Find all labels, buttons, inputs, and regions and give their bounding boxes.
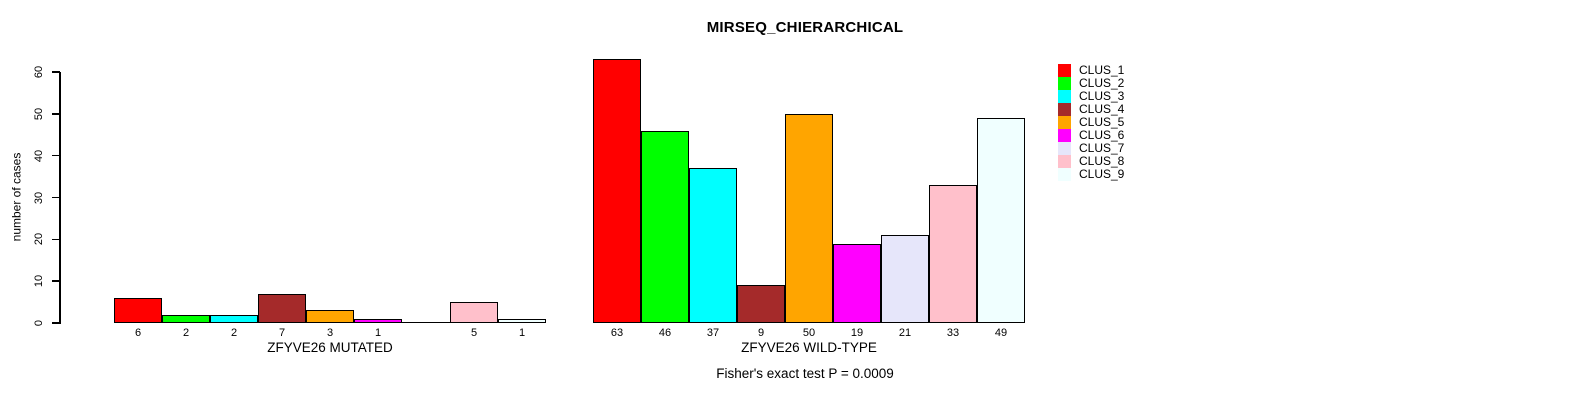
- legend-swatch-icon: [1058, 77, 1071, 90]
- legend-label: CLUS_1: [1079, 63, 1125, 77]
- x-axis-group-label-wild-type: ZFYVE26 WILD-TYPE: [741, 340, 877, 355]
- bar-clus_1: [593, 59, 641, 323]
- bar-clus_5: [306, 310, 354, 323]
- y-tick-label-box: 40: [24, 141, 54, 171]
- y-tick-label: 60: [33, 65, 45, 79]
- y-tick-label-box: 60: [24, 57, 54, 87]
- legend-item-clus_1: CLUS_1: [1058, 64, 1124, 77]
- bar-value-label: 33: [946, 327, 960, 339]
- bar-clus_6: [833, 244, 881, 323]
- y-tick-label-box: 20: [24, 224, 54, 254]
- legend-label: CLUS_8: [1079, 154, 1125, 168]
- y-tick: [52, 280, 60, 282]
- y-tick-label: 20: [33, 233, 45, 246]
- y-tick-label: 30: [33, 191, 45, 204]
- bar-value-label: 2: [230, 327, 238, 339]
- legend-label: CLUS_6: [1079, 128, 1125, 142]
- legend-swatch-icon: [1058, 103, 1071, 116]
- bar-value-label: 63: [610, 327, 624, 339]
- legend-item-clus_6: CLUS_6: [1058, 129, 1124, 142]
- legend-label: CLUS_7: [1079, 141, 1125, 155]
- legend: CLUS_1 CLUS_2 CLUS_3 CLUS_4 CLUS_5 CLUS_6 CLUS…: [1058, 64, 1124, 181]
- bar-clus_8: [929, 185, 977, 323]
- bar-value-label: 50: [802, 327, 816, 339]
- bar-clus_5: [785, 114, 833, 323]
- bar-clus_2: [162, 315, 210, 323]
- fisher-test-annotation: Fisher's exact test P = 0.0009: [716, 366, 894, 381]
- legend-swatch-icon: [1058, 64, 1071, 77]
- chart-title: MIRSEQ_CHIERARCHICAL: [706, 19, 904, 36]
- legend-label: CLUS_3: [1079, 89, 1125, 103]
- legend-label: CLUS_2: [1079, 76, 1125, 90]
- legend-item-clus_7: CLUS_7: [1058, 142, 1124, 155]
- legend-swatch-icon: [1058, 90, 1071, 103]
- bar-value-label: 9: [757, 327, 765, 339]
- legend-swatch-icon: [1058, 155, 1071, 168]
- bar-value-label: 2: [182, 327, 190, 339]
- bar-value-label: 5: [470, 327, 478, 339]
- bar-value-label: 7: [278, 327, 286, 339]
- y-tick: [52, 154, 60, 157]
- bar-value-label: 37: [706, 327, 720, 339]
- y-tick-label: 50: [33, 107, 45, 120]
- y-tick-label: 10: [33, 275, 45, 288]
- bar-clus_4: [737, 285, 785, 323]
- y-tick-label: 0: [33, 319, 45, 327]
- bar-value-label: 21: [898, 327, 912, 339]
- legend-label: CLUS_5: [1079, 115, 1125, 129]
- bar-value-label: 1: [518, 327, 526, 339]
- y-axis-title: number of cases: [9, 152, 23, 242]
- y-tick-label-box: 50: [24, 99, 54, 129]
- y-tick: [52, 71, 60, 73]
- y-tick: [52, 113, 60, 115]
- y-tick-label-box: 0: [24, 308, 54, 338]
- legend-item-clus_2: CLUS_2: [1058, 77, 1124, 90]
- y-tick-label: 40: [33, 149, 45, 162]
- legend-label: CLUS_4: [1079, 102, 1125, 116]
- y-tick-label-box: 30: [24, 183, 54, 213]
- y-tick: [52, 196, 60, 199]
- legend-swatch-icon: [1058, 168, 1071, 181]
- bar-value-label: 46: [658, 327, 672, 339]
- legend-swatch-icon: [1058, 116, 1071, 129]
- bar-value-label: 6: [134, 327, 142, 339]
- legend-label: CLUS_9: [1079, 167, 1125, 181]
- bar-zero-clus_7: [402, 321, 450, 323]
- bar-clus_1: [114, 298, 162, 323]
- legend-item-clus_3: CLUS_3: [1058, 90, 1124, 103]
- y-tick-label-box: 10: [24, 266, 54, 296]
- legend-item-clus_4: CLUS_4: [1058, 103, 1124, 116]
- legend-item-clus_5: CLUS_5: [1058, 116, 1124, 129]
- legend-item-clus_9: CLUS_9: [1058, 168, 1124, 181]
- bar-value-label: 49: [994, 327, 1008, 339]
- bar-value-label: 3: [326, 327, 334, 339]
- bar-clus_7: [881, 235, 929, 323]
- legend-swatch-icon: [1058, 129, 1071, 142]
- bar-clus_3: [689, 168, 737, 323]
- bar-clus_9: [977, 118, 1025, 323]
- bar-clus_9: [498, 319, 546, 323]
- bar-value-label: 19: [850, 327, 864, 339]
- bar-clus_6: [354, 319, 402, 323]
- bar-value-label: 1: [374, 327, 382, 339]
- legend-item-clus_8: CLUS_8: [1058, 155, 1124, 168]
- bar-clus_2: [641, 131, 689, 323]
- y-tick: [52, 238, 60, 241]
- bar-clus_3: [210, 315, 258, 323]
- x-axis-group-label-mutated: ZFYVE26 MUTATED: [267, 340, 393, 355]
- legend-swatch-icon: [1058, 142, 1071, 155]
- bar-clus_8: [450, 302, 498, 323]
- bar-clus_4: [258, 294, 306, 323]
- y-tick: [52, 322, 60, 324]
